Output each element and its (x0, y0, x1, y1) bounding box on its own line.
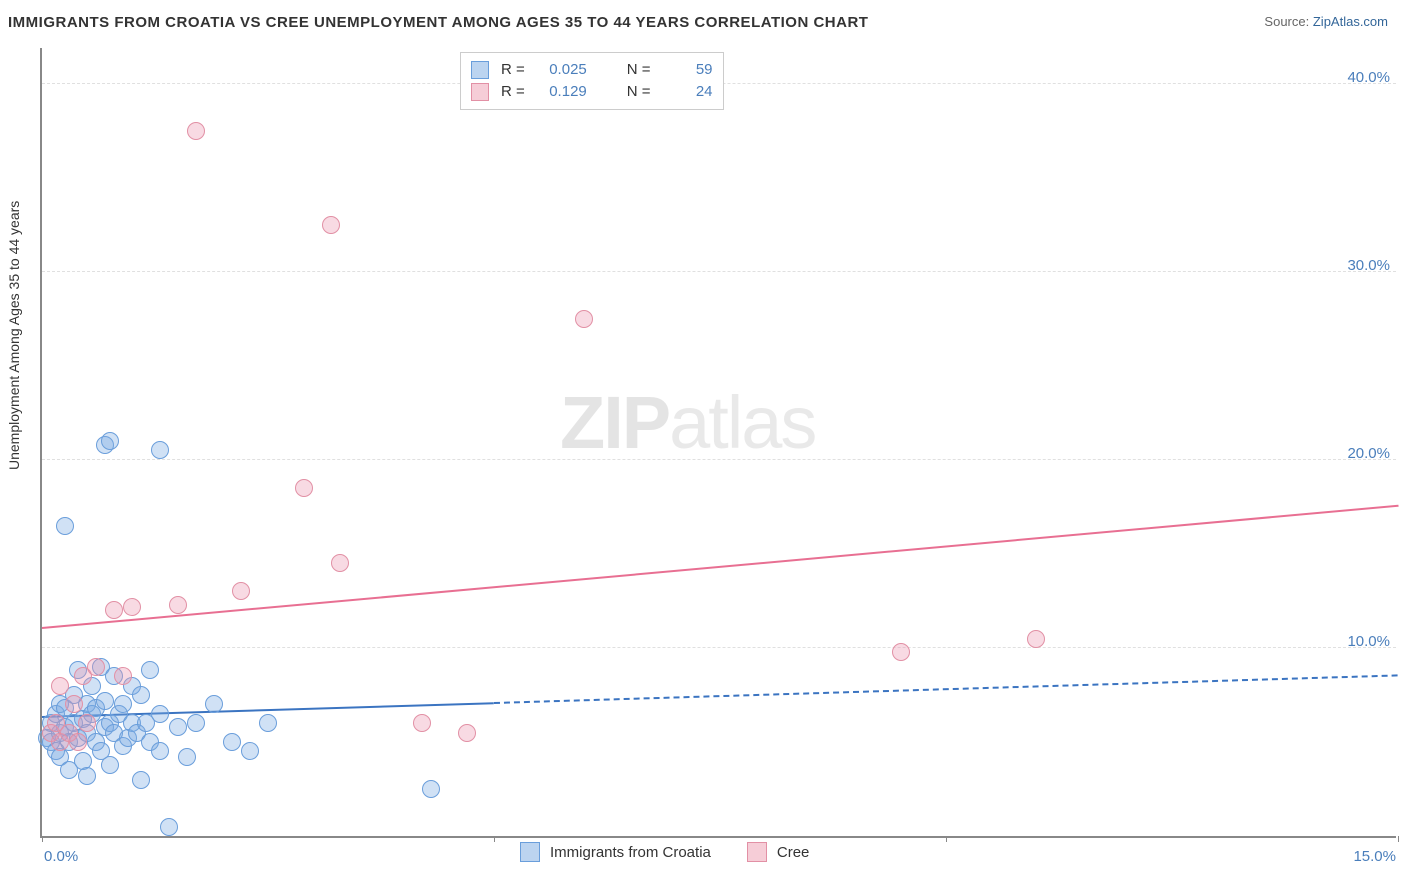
scatter-point (101, 756, 119, 774)
source-label: Source: (1264, 14, 1309, 29)
scatter-point (105, 601, 123, 619)
scatter-point (56, 517, 74, 535)
correlation-row: R = 0.129 N = 24 (471, 81, 713, 103)
scatter-point (295, 479, 313, 497)
legend-label: Immigrants from Croatia (550, 844, 711, 861)
scatter-point (458, 724, 476, 742)
r-value: 0.129 (537, 81, 587, 103)
scatter-point (331, 554, 349, 572)
y-tick-label: 20.0% (1347, 445, 1390, 462)
scatter-point (78, 767, 96, 785)
scatter-point (101, 432, 119, 450)
n-value: 59 (663, 59, 713, 81)
y-axis-label: Unemployment Among Ages 35 to 44 years (6, 201, 22, 470)
scatter-point (169, 596, 187, 614)
x-tick-label-max: 15.0% (1353, 848, 1396, 865)
gridline (42, 647, 1396, 648)
scatter-point (132, 771, 150, 789)
scatter-point (205, 695, 223, 713)
chart-title: IMMIGRANTS FROM CROATIA VS CREE UNEMPLOY… (8, 14, 868, 31)
scatter-point (259, 714, 277, 732)
scatter-point (114, 695, 132, 713)
plot-area: 10.0% 20.0% 30.0% 40.0% (40, 48, 1396, 838)
source-link[interactable]: ZipAtlas.com (1313, 14, 1388, 29)
scatter-point (78, 714, 96, 732)
scatter-point (65, 695, 83, 713)
scatter-point (241, 742, 259, 760)
x-tick (42, 836, 43, 842)
scatter-point (160, 818, 178, 836)
scatter-point (187, 122, 205, 140)
y-tick-label: 10.0% (1347, 633, 1390, 650)
correlation-legend: R = 0.025 N = 59 R = 0.129 N = 24 (460, 52, 724, 110)
correlation-row: R = 0.025 N = 59 (471, 59, 713, 81)
r-label: R = (501, 81, 525, 103)
legend-swatch (520, 842, 540, 862)
scatter-point (223, 733, 241, 751)
gridline (42, 459, 1396, 460)
y-tick-label: 30.0% (1347, 257, 1390, 274)
legend-swatch (471, 61, 489, 79)
scatter-point (1027, 630, 1045, 648)
n-label: N = (627, 81, 651, 103)
scatter-point (575, 310, 593, 328)
n-label: N = (627, 59, 651, 81)
x-tick-label-min: 0.0% (44, 848, 78, 865)
scatter-point (422, 780, 440, 798)
scatter-point (232, 582, 250, 600)
scatter-point (151, 705, 169, 723)
scatter-point (169, 718, 187, 736)
scatter-point (322, 216, 340, 234)
scatter-point (151, 742, 169, 760)
trendline-dashed (494, 674, 1398, 704)
scatter-point (187, 714, 205, 732)
gridline (42, 271, 1396, 272)
legend-swatch (471, 83, 489, 101)
x-tick (494, 836, 495, 842)
scatter-point (132, 686, 150, 704)
series-legend: Immigrants from Croatia Cree (520, 842, 835, 862)
n-value: 24 (663, 81, 713, 103)
scatter-point (178, 748, 196, 766)
r-label: R = (501, 59, 525, 81)
scatter-point (123, 598, 141, 616)
r-value: 0.025 (537, 59, 587, 81)
scatter-point (151, 441, 169, 459)
legend-label: Cree (777, 844, 810, 861)
scatter-point (87, 658, 105, 676)
x-tick (946, 836, 947, 842)
source-attribution: Source: ZipAtlas.com (1264, 14, 1388, 29)
scatter-point (114, 667, 132, 685)
scatter-point (69, 733, 87, 751)
scatter-point (51, 677, 69, 695)
scatter-point (892, 643, 910, 661)
scatter-point (141, 661, 159, 679)
y-tick-label: 40.0% (1347, 69, 1390, 86)
legend-swatch (747, 842, 767, 862)
trendline (42, 505, 1398, 629)
x-tick (1398, 836, 1399, 842)
scatter-point (413, 714, 431, 732)
